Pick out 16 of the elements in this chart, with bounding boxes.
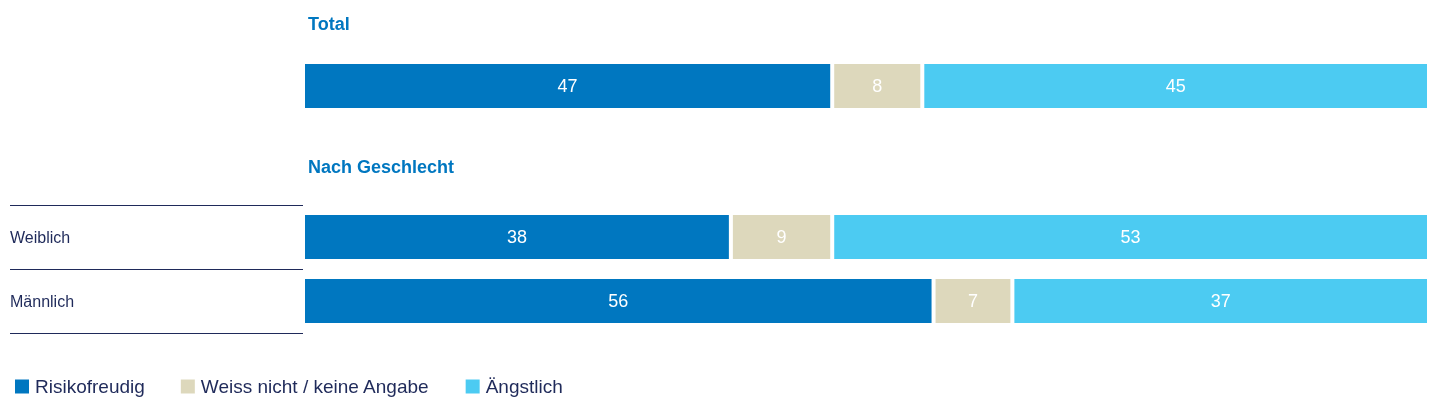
chart-title: Nach Geschlecht: [308, 157, 455, 177]
data-label: 53: [1120, 227, 1141, 247]
y-tick-label: Weiblich: [10, 228, 71, 246]
legend-label: Risikofreudig: [35, 376, 145, 397]
data-label: 8: [872, 76, 883, 96]
data-label: 7: [967, 291, 978, 311]
data-label: 56: [608, 291, 629, 311]
chart-title: Total: [308, 14, 350, 34]
legend-label: Weiss nicht / keine Angabe: [200, 376, 429, 397]
legend-label: Ängstlich: [485, 376, 563, 397]
data-label: 38: [506, 227, 527, 247]
data-label: 37: [1210, 291, 1231, 311]
y-tick-label: Männlich: [10, 292, 75, 310]
data-label: 9: [776, 227, 787, 247]
data-label: 45: [1165, 76, 1186, 96]
data-label: 47: [557, 76, 578, 96]
